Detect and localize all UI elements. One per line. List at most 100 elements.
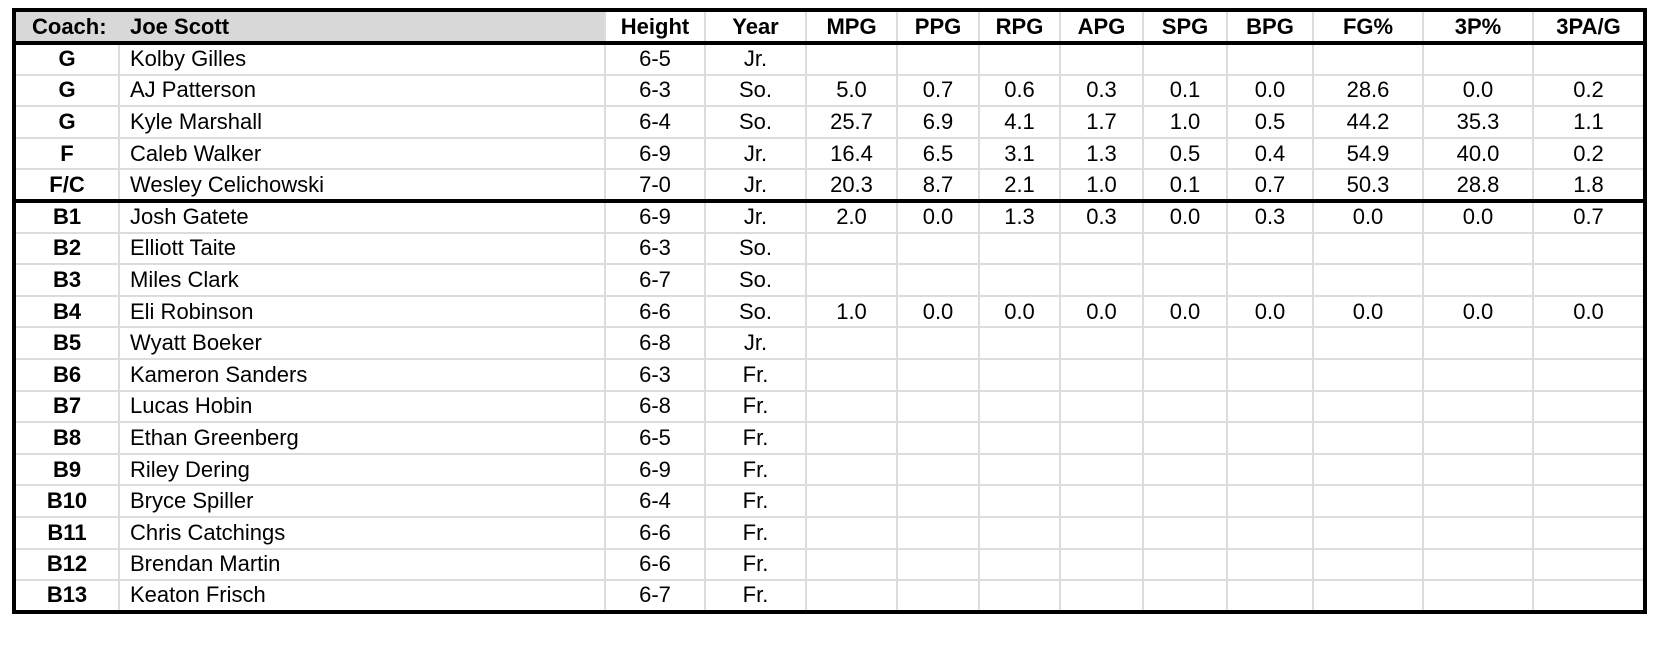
stat-cell[interactable]	[1312, 579, 1424, 613]
stat-cell[interactable]	[1532, 452, 1646, 487]
stat-cell[interactable]	[1226, 42, 1314, 76]
stat-cell[interactable]	[1312, 421, 1424, 455]
year-cell[interactable]: So.	[704, 105, 807, 139]
stat-cell[interactable]	[1059, 547, 1144, 582]
player-name-cell[interactable]: Eli Robinson	[118, 294, 606, 329]
column-header-cell[interactable]: FG%	[1312, 9, 1424, 45]
year-cell[interactable]: Fr.	[704, 421, 807, 455]
stat-cell[interactable]: 3.1	[978, 136, 1061, 171]
position-cell[interactable]: B4	[13, 294, 120, 329]
player-name-cell[interactable]: AJ Patterson	[118, 73, 606, 108]
position-cell[interactable]: F	[13, 136, 120, 171]
column-header-cell[interactable]: APG	[1059, 9, 1144, 45]
stat-cell[interactable]	[896, 389, 980, 424]
stat-cell[interactable]	[1059, 579, 1144, 613]
stat-cell[interactable]	[1142, 326, 1228, 360]
column-header-cell[interactable]: 3PA/G	[1532, 9, 1646, 45]
stat-cell[interactable]	[1422, 42, 1534, 76]
stat-cell[interactable]	[1532, 389, 1646, 424]
stat-cell[interactable]	[896, 515, 980, 550]
stat-cell[interactable]	[1422, 515, 1534, 550]
stat-cell[interactable]	[1226, 547, 1314, 582]
year-cell[interactable]: Fr.	[704, 579, 807, 613]
coach-label-cell[interactable]: Coach:	[13, 9, 120, 45]
stat-cell[interactable]: 28.6	[1312, 73, 1424, 108]
stat-cell[interactable]	[1422, 421, 1534, 455]
position-cell[interactable]: G	[13, 105, 120, 139]
height-cell[interactable]: 7-0	[604, 168, 706, 203]
stat-cell[interactable]	[1422, 484, 1534, 518]
year-cell[interactable]: Jr.	[704, 42, 807, 76]
height-cell[interactable]: 6-7	[604, 263, 706, 297]
stat-cell[interactable]	[1059, 484, 1144, 518]
position-cell[interactable]: B11	[13, 515, 120, 550]
stat-cell[interactable]: 0.0	[978, 294, 1061, 329]
position-cell[interactable]: G	[13, 42, 120, 76]
stat-cell[interactable]: 8.7	[896, 168, 980, 203]
stat-cell[interactable]: 0.3	[1059, 199, 1144, 234]
stat-cell[interactable]: 16.4	[805, 136, 898, 171]
stat-cell[interactable]	[1226, 263, 1314, 297]
stat-cell[interactable]	[1142, 357, 1228, 392]
year-cell[interactable]: Fr.	[704, 484, 807, 518]
column-header-cell[interactable]: SPG	[1142, 9, 1228, 45]
stat-cell[interactable]	[805, 389, 898, 424]
stat-cell[interactable]	[1532, 263, 1646, 297]
stat-cell[interactable]: 28.8	[1422, 168, 1534, 203]
stat-cell[interactable]	[896, 579, 980, 613]
stat-cell[interactable]	[1532, 42, 1646, 76]
player-name-cell[interactable]: Miles Clark	[118, 263, 606, 297]
column-header-cell[interactable]: 3P%	[1422, 9, 1534, 45]
stat-cell[interactable]: 40.0	[1422, 136, 1534, 171]
stat-cell[interactable]: 4.1	[978, 105, 1061, 139]
stat-cell[interactable]: 1.0	[805, 294, 898, 329]
stat-cell[interactable]: 0.0	[1532, 294, 1646, 329]
stat-cell[interactable]: 0.0	[896, 199, 980, 234]
position-cell[interactable]: B9	[13, 452, 120, 487]
height-cell[interactable]: 6-8	[604, 326, 706, 360]
stat-cell[interactable]	[805, 452, 898, 487]
stat-cell[interactable]: 0.7	[1226, 168, 1314, 203]
height-cell[interactable]: 6-6	[604, 294, 706, 329]
height-cell[interactable]: 6-5	[604, 421, 706, 455]
stat-cell[interactable]	[1226, 389, 1314, 424]
stat-cell[interactable]: 0.5	[1142, 136, 1228, 171]
player-name-cell[interactable]: Caleb Walker	[118, 136, 606, 171]
stat-cell[interactable]	[805, 421, 898, 455]
height-cell[interactable]: 6-4	[604, 484, 706, 518]
stat-cell[interactable]: 6.9	[896, 105, 980, 139]
stat-cell[interactable]	[1532, 357, 1646, 392]
stat-cell[interactable]: 0.6	[978, 73, 1061, 108]
stat-cell[interactable]	[978, 547, 1061, 582]
year-cell[interactable]: Fr.	[704, 515, 807, 550]
stat-cell[interactable]	[805, 263, 898, 297]
stat-cell[interactable]	[1059, 357, 1144, 392]
height-cell[interactable]: 6-9	[604, 199, 706, 234]
stat-cell[interactable]	[1226, 421, 1314, 455]
stat-cell[interactable]	[978, 231, 1061, 266]
stat-cell[interactable]	[1532, 547, 1646, 582]
player-name-cell[interactable]: Kolby Gilles	[118, 42, 606, 76]
stat-cell[interactable]	[1059, 421, 1144, 455]
stat-cell[interactable]: 20.3	[805, 168, 898, 203]
stat-cell[interactable]	[1532, 484, 1646, 518]
stat-cell[interactable]	[1142, 547, 1228, 582]
stat-cell[interactable]	[1422, 389, 1534, 424]
stat-cell[interactable]: 1.7	[1059, 105, 1144, 139]
stat-cell[interactable]	[896, 263, 980, 297]
stat-cell[interactable]	[1142, 231, 1228, 266]
stat-cell[interactable]	[1532, 515, 1646, 550]
stat-cell[interactable]	[1059, 389, 1144, 424]
stat-cell[interactable]: 0.2	[1532, 73, 1646, 108]
stat-cell[interactable]	[805, 231, 898, 266]
height-cell[interactable]: 6-4	[604, 105, 706, 139]
year-cell[interactable]: Jr.	[704, 326, 807, 360]
column-header-cell[interactable]: Year	[704, 9, 807, 45]
stat-cell[interactable]	[978, 42, 1061, 76]
stat-cell[interactable]: 0.3	[1226, 199, 1314, 234]
year-cell[interactable]: So.	[704, 73, 807, 108]
position-cell[interactable]: B1	[13, 199, 120, 234]
height-cell[interactable]: 6-9	[604, 452, 706, 487]
stat-cell[interactable]	[978, 326, 1061, 360]
column-header-cell[interactable]: Height	[604, 9, 706, 45]
